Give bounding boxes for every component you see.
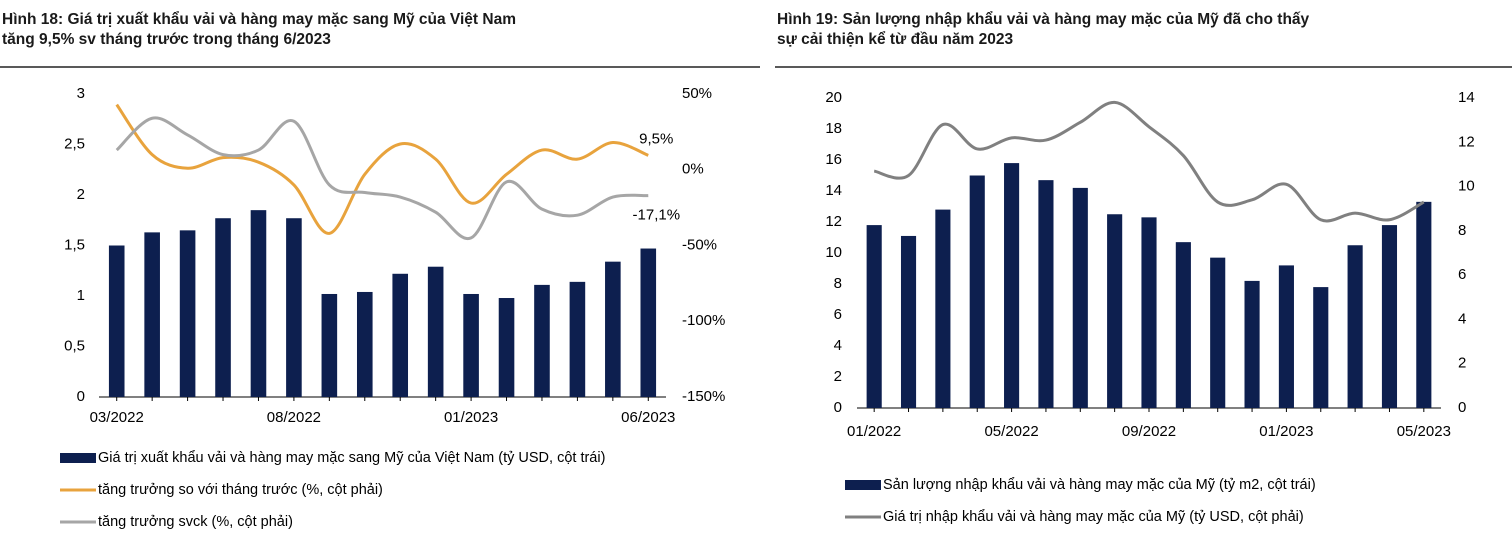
- bar: [1038, 180, 1054, 408]
- bar: [569, 281, 586, 397]
- bar: [1244, 280, 1260, 408]
- legend-swatch: [845, 480, 881, 490]
- y2-tick-label: 6: [1458, 266, 1466, 283]
- x-tick-label: 01/2023: [1259, 423, 1313, 440]
- x-tick-label: 01/2023: [444, 409, 498, 426]
- bar: [1141, 217, 1157, 408]
- y-tick-label: 16: [825, 151, 842, 168]
- y2-tick-label: 14: [1458, 89, 1475, 106]
- bar: [900, 235, 917, 408]
- x-tick-label: 03/2022: [90, 409, 144, 426]
- y-tick-label: 8: [834, 275, 842, 292]
- y-tick-label: 1,5: [64, 236, 85, 253]
- bar: [1175, 242, 1191, 408]
- bar: [1004, 163, 1020, 408]
- chart-title: sự cải thiện kể từ đầu năm 2023: [777, 31, 1013, 48]
- bar: [179, 230, 196, 397]
- y-tick-label: 2: [77, 186, 85, 203]
- y2-tick-label: 2: [1458, 355, 1466, 372]
- legend-label: Giá trị nhập khẩu vải và hàng may mặc củ…: [883, 509, 1304, 525]
- bar: [1072, 187, 1088, 408]
- y2-tick-label: 12: [1458, 133, 1475, 150]
- y-tick-label: 0: [834, 399, 842, 416]
- y-tick-label: 10: [825, 244, 842, 261]
- y2-tick-label: -150%: [682, 388, 725, 405]
- y2-tick-label: 0: [1458, 399, 1466, 416]
- y2-tick-label: 4: [1458, 310, 1466, 327]
- y-tick-label: 4: [834, 337, 842, 354]
- line: [115, 116, 649, 241]
- bar: [427, 266, 444, 397]
- bar: [640, 248, 657, 397]
- x-tick-label: 05/2022: [984, 423, 1038, 440]
- legend-label: tăng trưởng so với tháng trước (%, cột p…: [98, 482, 383, 498]
- bar: [969, 175, 985, 408]
- data-label: 9,5%: [639, 130, 673, 147]
- bar: [108, 245, 125, 397]
- legend-label: Sản lượng nhập khẩu vải và hàng may mặc …: [883, 477, 1316, 493]
- bar: [286, 218, 302, 397]
- bar: [1381, 225, 1398, 408]
- y2-tick-label: 0%: [682, 161, 704, 178]
- y-tick-label: 0: [77, 388, 85, 405]
- y2-tick-label: 8: [1458, 222, 1466, 239]
- bar: [356, 291, 373, 397]
- legend-label: Giá trị xuất khẩu vải và hàng may mặc sa…: [98, 450, 605, 466]
- x-tick-label: 01/2022: [847, 423, 901, 440]
- y-tick-label: 3: [77, 85, 85, 102]
- x-tick-label: 06/2023: [621, 409, 675, 426]
- y-tick-label: 1: [77, 287, 85, 304]
- bar: [534, 284, 550, 397]
- chart-title: Hình 19: Sản lượng nhập khẩu vải và hàng…: [777, 11, 1310, 28]
- y2-tick-label: -50%: [682, 236, 717, 253]
- bar: [1107, 214, 1123, 408]
- y-tick-label: 18: [825, 120, 842, 137]
- y-tick-label: 14: [825, 182, 842, 199]
- data-label: -17,1%: [633, 207, 681, 224]
- y2-tick-label: -100%: [682, 312, 725, 329]
- x-tick-label: 09/2022: [1122, 423, 1176, 440]
- y-tick-label: 20: [825, 89, 842, 106]
- y-tick-label: 2: [834, 368, 842, 385]
- y2-tick-label: 50%: [682, 85, 712, 102]
- bar: [215, 218, 231, 397]
- bar: [1313, 287, 1329, 408]
- line: [115, 103, 649, 235]
- bar: [1347, 245, 1363, 408]
- legend-label: tăng trưởng svck (%, cột phải): [98, 514, 293, 530]
- line: [873, 100, 1425, 223]
- bar: [935, 209, 951, 408]
- y2-tick-label: 10: [1458, 178, 1475, 195]
- bar: [250, 210, 267, 397]
- x-tick-label: 08/2022: [267, 409, 321, 426]
- bar: [605, 261, 621, 397]
- chart-title: Hình 18: Giá trị xuất khẩu vải và hàng m…: [2, 11, 516, 28]
- y-tick-label: 12: [825, 213, 842, 230]
- legend-swatch: [60, 453, 96, 463]
- y-tick-label: 0,5: [64, 337, 85, 354]
- y-tick-label: 6: [834, 306, 842, 323]
- bar: [392, 273, 409, 397]
- bar: [1278, 265, 1294, 408]
- chart-title: tăng 9,5% sv tháng trước trong tháng 6/2…: [2, 31, 331, 48]
- bar: [498, 298, 515, 397]
- bar: [1416, 201, 1432, 408]
- bar: [1210, 257, 1226, 408]
- x-tick-label: 05/2023: [1397, 423, 1451, 440]
- bar: [463, 293, 479, 397]
- bar: [144, 232, 160, 397]
- bar: [866, 225, 882, 408]
- bar: [321, 293, 338, 397]
- y-tick-label: 2,5: [64, 135, 85, 152]
